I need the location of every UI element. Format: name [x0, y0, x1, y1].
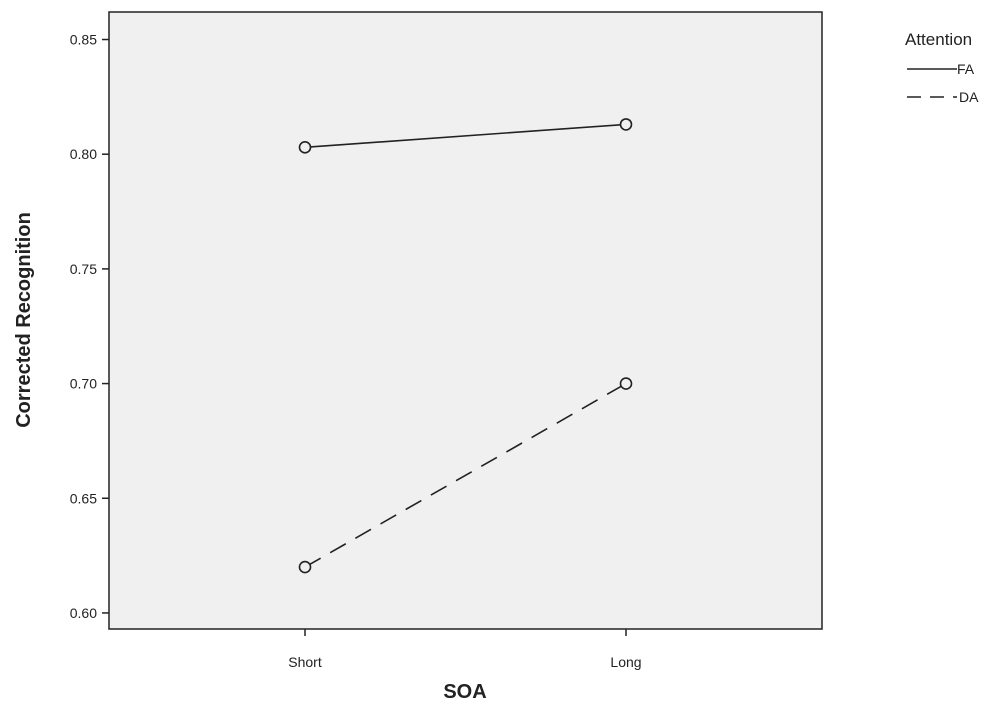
- y-tick-label: 0.60: [70, 605, 97, 621]
- y-tick-label: 0.70: [70, 376, 97, 392]
- series-line-fa: [304, 123, 627, 149]
- series-layer: [298, 118, 633, 574]
- y-axis-title: Corrected Recognition: [13, 212, 35, 428]
- x-tick-label: Long: [610, 654, 641, 670]
- x-tick-label: Short: [288, 654, 322, 670]
- y-tick-label: 0.80: [70, 146, 97, 162]
- data-point-fa: [619, 118, 633, 131]
- legend-title: Attention: [905, 30, 972, 49]
- series-line-da: [304, 382, 627, 568]
- data-point-fa: [298, 141, 312, 154]
- legend-label-fa: FA: [957, 61, 975, 77]
- x-axis: Short Long: [288, 629, 642, 670]
- legend-label-da: DA: [959, 89, 979, 105]
- plot-area: [108, 11, 823, 630]
- data-point-da: [298, 560, 312, 574]
- x-axis-title: SOA: [443, 681, 486, 703]
- y-axis: 0.60 0.65 0.70 0.75 0.80 0.85: [70, 32, 109, 621]
- y-tick-label: 0.75: [70, 261, 97, 277]
- y-tick-label: 0.65: [70, 490, 97, 506]
- y-tick-label: 0.85: [70, 32, 97, 48]
- data-point-da: [619, 377, 633, 390]
- legend: Attention FA DA: [905, 30, 979, 105]
